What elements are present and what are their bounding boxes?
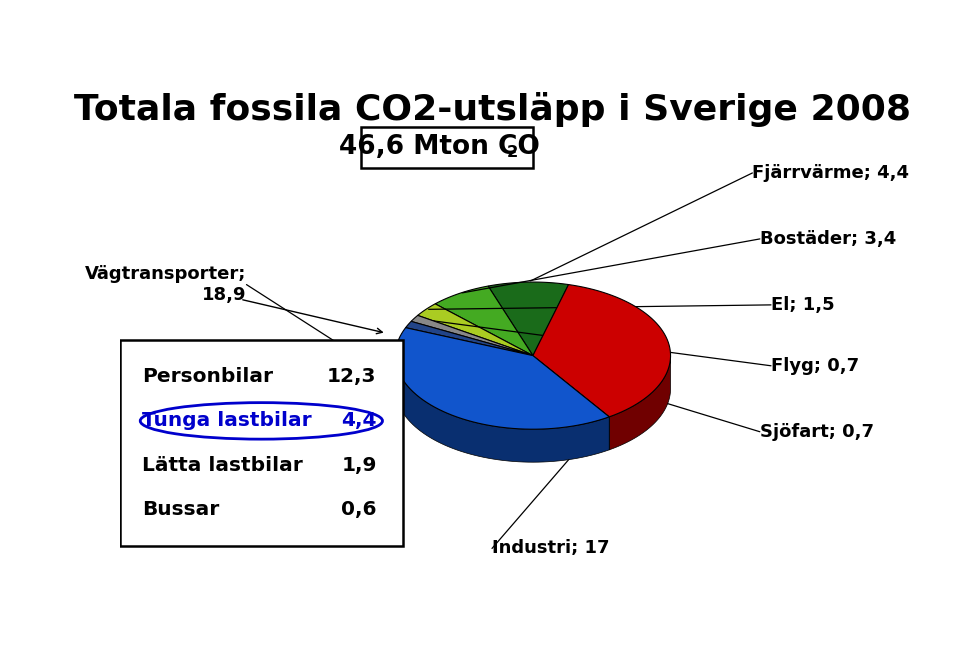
Polygon shape bbox=[533, 285, 670, 417]
FancyBboxPatch shape bbox=[120, 341, 403, 546]
Polygon shape bbox=[396, 328, 610, 429]
Text: Personbilar: Personbilar bbox=[142, 367, 274, 386]
Text: 0,6: 0,6 bbox=[341, 500, 376, 519]
Text: Totala fossila CO2-utsläpp i Sverige 2008: Totala fossila CO2-utsläpp i Sverige 200… bbox=[74, 92, 910, 127]
Text: Vägtransporter;
18,9: Vägtransporter; 18,9 bbox=[85, 265, 247, 304]
Polygon shape bbox=[411, 316, 533, 356]
Polygon shape bbox=[396, 356, 610, 462]
Polygon shape bbox=[488, 282, 568, 356]
Polygon shape bbox=[533, 356, 610, 450]
Text: Flyg; 0,7: Flyg; 0,7 bbox=[771, 357, 859, 375]
Text: El; 1,5: El; 1,5 bbox=[771, 296, 834, 314]
Text: Sjöfart; 0,7: Sjöfart; 0,7 bbox=[760, 422, 874, 441]
Text: Fjärrvärme; 4,4: Fjärrvärme; 4,4 bbox=[753, 164, 909, 182]
Text: Bussar: Bussar bbox=[142, 500, 220, 519]
Text: 2: 2 bbox=[507, 145, 518, 160]
Text: Lätta lastbilar: Lätta lastbilar bbox=[142, 456, 303, 475]
Text: 1,9: 1,9 bbox=[342, 456, 376, 475]
Text: 4,4: 4,4 bbox=[341, 411, 376, 430]
Polygon shape bbox=[610, 356, 670, 450]
Polygon shape bbox=[418, 304, 533, 356]
Text: Bostäder; 3,4: Bostäder; 3,4 bbox=[760, 230, 896, 248]
Text: 46,6 Mton CO: 46,6 Mton CO bbox=[340, 134, 540, 159]
Text: Tunga lastbilar: Tunga lastbilar bbox=[142, 411, 312, 430]
Text: Industri; 17: Industri; 17 bbox=[492, 540, 610, 558]
Polygon shape bbox=[533, 356, 610, 450]
Text: 12,3: 12,3 bbox=[327, 367, 376, 386]
Polygon shape bbox=[406, 322, 533, 356]
Polygon shape bbox=[435, 286, 533, 356]
FancyBboxPatch shape bbox=[361, 127, 534, 168]
